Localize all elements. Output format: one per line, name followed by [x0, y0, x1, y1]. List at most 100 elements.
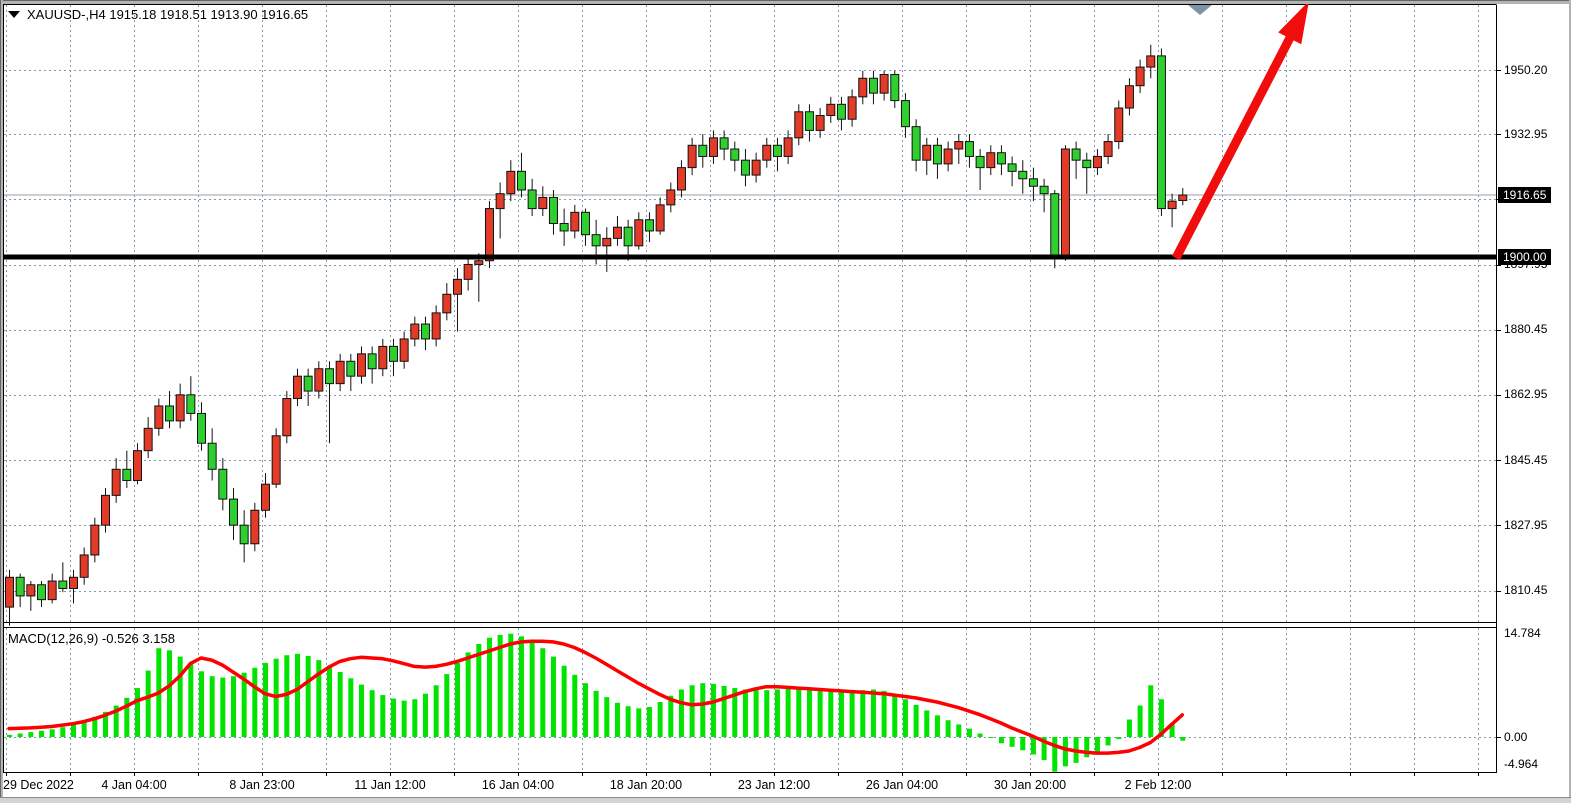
- candle-body: [986, 152, 996, 169]
- macd-histogram-bar: [380, 695, 386, 737]
- candle-body: [836, 103, 846, 120]
- macd-histogram-bar: [486, 637, 492, 737]
- macd-histogram-bar: [454, 662, 460, 737]
- macd-histogram-bar: [1052, 737, 1058, 772]
- candle-body: [282, 398, 292, 437]
- macd-histogram-bar: [849, 691, 855, 737]
- candle-body: [228, 498, 238, 526]
- macd-tick-label: -4.964: [1504, 757, 1539, 771]
- macd-histogram-bar: [838, 692, 844, 737]
- macd-histogram-bar: [390, 698, 396, 737]
- macd-histogram-bar: [988, 737, 994, 738]
- candle-body: [1156, 55, 1166, 210]
- candle-body: [975, 155, 985, 169]
- macd-histogram-bar: [316, 660, 322, 737]
- candle-body: [271, 435, 281, 485]
- macd-histogram-bar: [646, 706, 652, 737]
- pane-borders: [3, 4, 1501, 776]
- candle-body: [591, 234, 601, 247]
- candle-body: [644, 219, 654, 232]
- macd-histogram-bar: [70, 724, 76, 737]
- trend-arrow-shaft[interactable]: [1172, 30, 1297, 261]
- candle-body: [410, 323, 420, 340]
- macd-histogram-bar: [806, 689, 812, 737]
- current-price-badge: 1916.65: [1498, 187, 1552, 203]
- candle-body: [1028, 178, 1038, 187]
- price-axis[interactable]: 1950.201932.951915.451897.951880.451862.…: [1497, 0, 1571, 773]
- candle-body: [420, 323, 430, 340]
- candle-body: [399, 338, 409, 362]
- candle-body: [47, 580, 57, 601]
- candle-body: [858, 77, 868, 98]
- candle-body: [15, 576, 25, 597]
- macd-histogram-bar: [774, 689, 780, 737]
- time-tick-label: 29 Dec 2022: [3, 778, 74, 792]
- candle-body: [58, 580, 68, 589]
- candle-body: [826, 103, 836, 116]
- time-tick-label: 30 Jan 20:00: [993, 778, 1067, 792]
- macd-histogram-bar: [145, 670, 151, 737]
- candle-body: [794, 111, 804, 139]
- candle-body: [335, 360, 345, 385]
- macd-histogram-bar: [497, 634, 503, 737]
- macd-histogram-bar: [1020, 737, 1026, 751]
- macd-histogram-bar: [166, 650, 172, 737]
- macd-histogram-bar: [7, 734, 12, 737]
- candle-body: [250, 509, 260, 545]
- macd-histogram-bar: [998, 737, 1004, 744]
- macd-histogram-bar: [550, 656, 556, 737]
- candle-body: [378, 345, 388, 370]
- candle-body: [964, 141, 974, 157]
- macd-histogram-bar: [870, 689, 876, 737]
- macd-histogram-bar: [657, 702, 663, 737]
- time-axis[interactable]: 29 Dec 2022 4 Jan 04:00 8 Jan 23:00 11 Jan …: [0, 774, 1571, 798]
- macd-histogram-bar: [1116, 737, 1122, 740]
- macd-histogram-bar: [668, 695, 674, 737]
- trend-arrow-head[interactable]: [1278, 1, 1309, 45]
- candle-body: [1050, 193, 1060, 258]
- macd-histogram-bar: [60, 727, 66, 737]
- macd-histogram-bar: [689, 685, 695, 737]
- price-tick-label: 1862.95: [1504, 387, 1548, 402]
- macd-histogram-bar: [572, 674, 578, 737]
- candle-body: [943, 148, 953, 165]
- candle-body: [1178, 194, 1188, 201]
- candle-body: [570, 211, 580, 232]
- macd-histogram-bar: [529, 641, 535, 737]
- macd-histogram-bar: [956, 724, 962, 737]
- macd-histogram-bar: [945, 720, 951, 737]
- price-tick-label: 1827.95: [1504, 517, 1548, 532]
- candle-body: [346, 360, 356, 377]
- candle-body: [186, 394, 196, 414]
- price-tick-label: 1810.45: [1504, 583, 1548, 598]
- candle-body: [303, 375, 313, 392]
- candle-body: [1007, 163, 1017, 172]
- macd-histogram-bar: [209, 676, 215, 737]
- candle-body: [783, 137, 793, 157]
- macd-histogram-bar: [753, 690, 759, 737]
- candle-body: [26, 584, 36, 597]
- macd-histogram-bar: [625, 706, 631, 737]
- candle-body: [687, 144, 697, 169]
- macd-histogram-bar: [1158, 699, 1164, 737]
- candle-body: [676, 167, 686, 191]
- macd-histogram-bar: [1094, 737, 1100, 753]
- macd-histogram-bar: [828, 691, 834, 737]
- candle-body: [218, 468, 228, 500]
- candle-body: [175, 394, 185, 422]
- candle-body: [612, 226, 622, 239]
- chart-shift-marker-icon[interactable]: [1188, 5, 1212, 15]
- candle-body: [932, 144, 942, 165]
- time-tick-label: 18 Jan 20:00: [609, 778, 683, 792]
- candle-body: [1135, 66, 1145, 87]
- candle-body: [314, 368, 324, 392]
- macd-signal-line: [7, 639, 1185, 755]
- macd-histogram-bar: [1148, 685, 1154, 737]
- candle-body: [900, 100, 910, 128]
- macd-histogram-bar: [220, 677, 226, 737]
- candle-body: [1167, 200, 1177, 210]
- macd-histogram-bar: [113, 705, 119, 737]
- macd-histogram-bar: [241, 672, 247, 737]
